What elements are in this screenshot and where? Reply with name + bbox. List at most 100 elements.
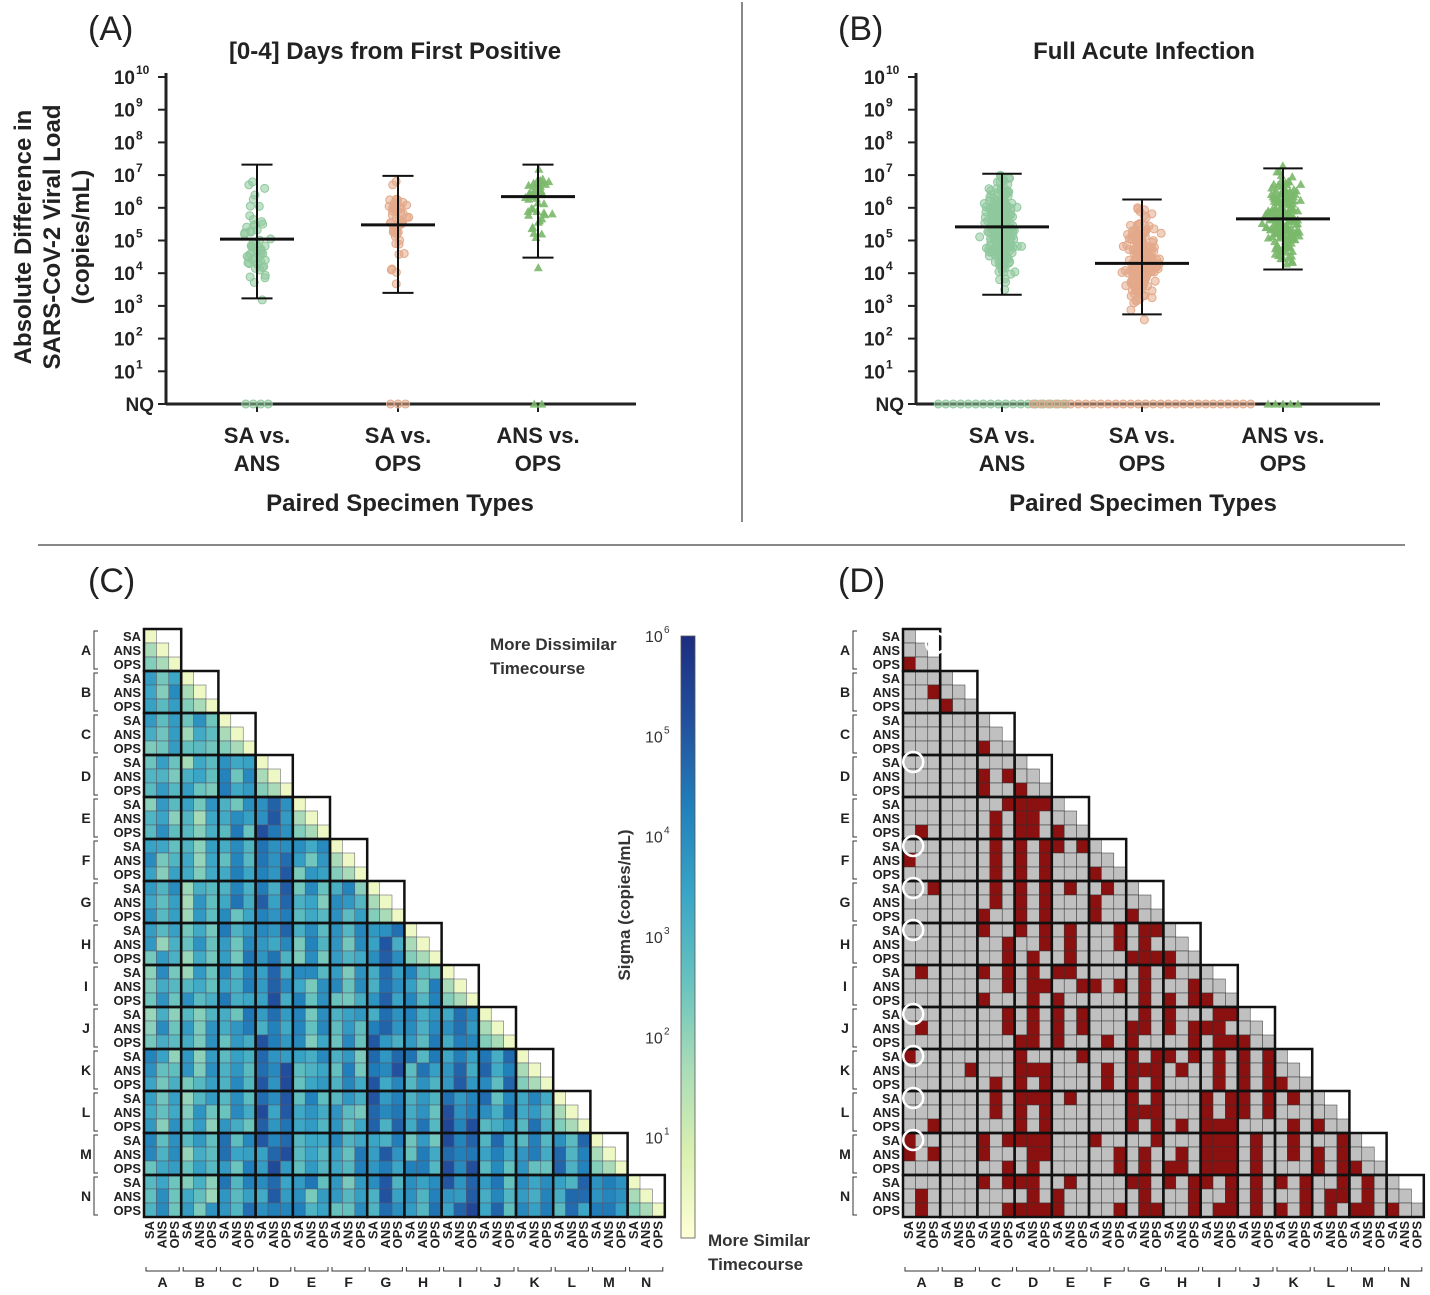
- heatmap-cell: [143, 1020, 157, 1036]
- heatmap-cell: [915, 684, 929, 700]
- heatmap-cell: [379, 950, 393, 966]
- heatmap-cell: [1349, 1160, 1363, 1176]
- heatmap-cell: [1039, 838, 1053, 854]
- heatmap-cell: [193, 1188, 207, 1204]
- heatmap-cell: [552, 1132, 566, 1148]
- heatmap-cell: [939, 768, 953, 784]
- heatmap-cell: [515, 1174, 529, 1190]
- heatmap-cell: [168, 1062, 182, 1078]
- heatmap-cell: [1113, 1132, 1127, 1148]
- heatmap-cell: [1088, 1118, 1102, 1134]
- heatmap-cell: [180, 1076, 194, 1092]
- heatmap-cell: [168, 796, 182, 812]
- heatmap-cell: [1175, 1146, 1189, 1162]
- heatmap-cell: [404, 1146, 418, 1162]
- row-subtype-label: OPS: [873, 783, 901, 798]
- heatmap-cell: [902, 628, 916, 644]
- heatmap-cell: [927, 740, 941, 756]
- column-group-bracket: [517, 1267, 552, 1272]
- column-group-bracket: [368, 1267, 403, 1272]
- heatmap-cell: [902, 782, 916, 798]
- heatmap-cell: [1200, 1034, 1214, 1050]
- heatmap-cell: [1138, 1132, 1152, 1148]
- heatmap-cell: [1076, 1132, 1090, 1148]
- heatmap-cell: [280, 1062, 294, 1078]
- heatmap-cell: [1039, 1006, 1053, 1022]
- heatmap-cell: [639, 1202, 653, 1218]
- column-group-bracket: [1127, 1267, 1162, 1272]
- heatmap-cell: [280, 796, 294, 812]
- heatmap-cell: [329, 1048, 343, 1064]
- heatmap-cell: [1187, 950, 1201, 966]
- heatmap-cell: [168, 852, 182, 868]
- heatmap-cell: [205, 838, 219, 854]
- heatmap-cell: [1101, 866, 1115, 882]
- column-group-label: N: [1400, 1274, 1410, 1290]
- column-subtype-label: SA: [938, 1220, 953, 1239]
- column-group-label: H: [1177, 1274, 1187, 1290]
- heatmap-cell: [391, 1048, 405, 1064]
- heatmap-cell: [230, 880, 244, 896]
- heatmap-cell: [490, 1132, 504, 1148]
- heatmap-cell: [1101, 1034, 1115, 1050]
- heatmap-cell: [317, 1160, 331, 1176]
- heatmap-cell: [342, 964, 356, 980]
- column-group-bracket: [554, 1267, 589, 1272]
- heatmap-cell: [977, 1020, 991, 1036]
- heatmap-cell: [193, 922, 207, 938]
- heatmap-cell: [1150, 1034, 1164, 1050]
- heatmap-cell: [267, 922, 281, 938]
- heatmap-cell: [366, 1020, 380, 1036]
- heatmap-cell: [964, 936, 978, 952]
- heatmap-cell: [292, 1090, 306, 1106]
- heatmap-cell: [1051, 1174, 1065, 1190]
- colorbar-tick-label: 10: [645, 830, 663, 847]
- column-subtype-label: ANS: [155, 1221, 170, 1249]
- heatmap-cell: [280, 838, 294, 854]
- heatmap-cell: [927, 838, 941, 854]
- column-subtype-label: SA: [1273, 1220, 1288, 1239]
- heatmap-cell: [156, 754, 170, 770]
- row-subtype-label: ANS: [873, 769, 901, 784]
- heatmap-cell: [1113, 880, 1127, 896]
- heatmap-cell: [428, 1118, 442, 1134]
- heatmap-cell: [180, 1104, 194, 1120]
- heatmap-cell: [1249, 1202, 1263, 1218]
- heatmap-cell: [977, 768, 991, 784]
- heatmap-cell: [280, 992, 294, 1008]
- heatmap-cell: [193, 824, 207, 840]
- heatmap-cell: [280, 1202, 294, 1218]
- row-group-bracket: [852, 672, 857, 712]
- heatmap-cell: [218, 782, 232, 798]
- colorbar-tick-label: 10: [645, 729, 663, 746]
- heatmap-cell: [478, 1160, 492, 1176]
- heatmap-cell: [478, 1048, 492, 1064]
- heatmap-cell: [1138, 1104, 1152, 1120]
- heatmap-cell: [1349, 1188, 1363, 1204]
- heatmap-cell: [1274, 1062, 1288, 1078]
- heatmap-cell: [939, 1188, 953, 1204]
- heatmap-cell: [205, 824, 219, 840]
- heatmap-cell: [366, 894, 380, 910]
- y-tick-label: 10: [114, 166, 135, 187]
- heatmap-cell: [915, 950, 929, 966]
- heatmap-cell: [1150, 1146, 1164, 1162]
- heatmap-cell: [1051, 936, 1065, 952]
- heatmap-cell: [366, 1006, 380, 1022]
- heatmap-cell: [1150, 950, 1164, 966]
- heatmap-cell: [915, 810, 929, 826]
- heatmap-cell: [1076, 1202, 1090, 1218]
- column-subtype-label: ANS: [1323, 1221, 1338, 1249]
- heatmap-cell: [915, 1160, 929, 1176]
- heatmap-cell: [1138, 978, 1152, 994]
- heatmap-cell: [503, 1202, 517, 1218]
- column-group-bracket: [1313, 1267, 1348, 1272]
- heatmap-cell: [280, 908, 294, 924]
- heatmap-cell: [927, 1146, 941, 1162]
- heatmap-cell: [391, 1006, 405, 1022]
- column-subtype-label: ANS: [564, 1221, 579, 1249]
- heatmap-cell: [156, 922, 170, 938]
- heatmap-cell: [168, 1090, 182, 1106]
- column-subtype-label: OPS: [1186, 1221, 1201, 1249]
- heatmap-cell: [1039, 922, 1053, 938]
